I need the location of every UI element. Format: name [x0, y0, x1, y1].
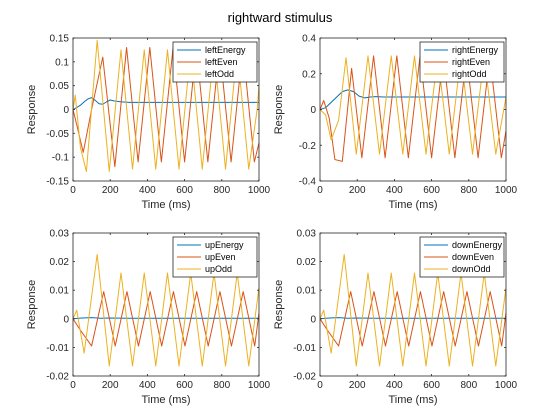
- x-tick-label: 1000: [495, 380, 518, 391]
- series-line-rightOdd: [320, 55, 506, 155]
- x-axis-label: Time (ms): [141, 394, 190, 406]
- legend-label-leftEven: leftEven: [205, 57, 238, 67]
- series-line-downEven: [320, 291, 506, 347]
- y-axis-label: Response: [273, 280, 285, 330]
- y-tick-label: 0.01: [50, 286, 70, 297]
- x-tick-label: 800: [213, 185, 230, 196]
- y-tick-label: 0.02: [297, 257, 317, 268]
- y-tick-label: 0.02: [50, 257, 70, 268]
- legend: rightEnergy rightEven rightOdd: [419, 41, 505, 83]
- x-tick-label: 400: [139, 380, 156, 391]
- x-axis-label: Time (ms): [141, 199, 190, 211]
- x-tick-label: 200: [102, 380, 119, 391]
- subplot-up: 0 200 400 600 800 1000 -0.02 -0.01 0 0.01 0.02 0.03…: [26, 229, 271, 407]
- series-line-rightEven: [320, 55, 506, 162]
- axes-box: [72, 232, 260, 377]
- legend-label-downEven: downEven: [452, 252, 494, 262]
- axes-box: [319, 232, 507, 377]
- x-tick-label: 0: [317, 380, 323, 391]
- x-tick-label: 200: [349, 380, 366, 391]
- series-line-upEven: [73, 291, 259, 347]
- series-line-upEnergy: [73, 317, 259, 320]
- x-tick-label: 400: [386, 185, 403, 196]
- x-tick-label: 200: [349, 185, 366, 196]
- y-tick-label: 0.4: [302, 34, 316, 45]
- legend-label-rightEnergy: rightEnergy: [452, 45, 499, 55]
- legend-label-upOdd: upOdd: [205, 264, 232, 274]
- x-tick-label: 800: [460, 380, 477, 391]
- subplot-down: 0 200 400 600 800 1000 -0.02 -0.01 0 0.01 0.02 0.03…: [273, 229, 518, 407]
- x-tick-label: 600: [176, 380, 193, 391]
- series-line-leftEnergy: [73, 97, 259, 110]
- series-line-upOdd: [73, 253, 259, 367]
- x-tick-label: 1000: [248, 185, 271, 196]
- legend-label-rightEven: rightEven: [452, 57, 490, 67]
- y-tick-label: 0.1: [55, 57, 69, 68]
- x-tick-label: 400: [139, 185, 156, 196]
- y-tick-label: 0: [310, 105, 316, 116]
- x-tick-label: 1000: [248, 380, 271, 391]
- subplot-left: 0 200 400 600 800 1000 -0.15 -0.1 -0.05 0 0.05 0.1 0…: [26, 34, 271, 212]
- legend-label-upEven: upEven: [205, 252, 236, 262]
- y-tick-label: -0.1: [52, 153, 70, 164]
- y-tick-label: 0.03: [297, 229, 317, 240]
- x-tick-label: 800: [460, 185, 477, 196]
- y-tick-label: -0.2: [299, 141, 317, 152]
- y-tick-label: 0: [310, 314, 316, 325]
- x-tick-label: 0: [70, 185, 76, 196]
- y-tick-label: -0.02: [46, 372, 69, 383]
- legend-label-rightOdd: rightOdd: [452, 69, 487, 79]
- legend: downEnergy downEven downOdd: [419, 236, 505, 278]
- series-line-downOdd: [320, 253, 506, 367]
- y-tick-label: -0.15: [46, 177, 69, 188]
- subplot-right: 0 200 400 600 800 1000 -0.4 -0.2 0 0.2 0.4 Time (ms…: [273, 34, 518, 212]
- x-tick-label: 0: [70, 380, 76, 391]
- figure-title: rightward stimulus: [227, 10, 333, 25]
- x-tick-label: 600: [423, 185, 440, 196]
- y-tick-label: 0.05: [50, 81, 70, 92]
- legend-label-leftEnergy: leftEnergy: [205, 45, 246, 55]
- y-tick-label: -0.4: [299, 177, 317, 188]
- y-tick-label: -0.01: [46, 343, 69, 354]
- x-tick-label: 0: [317, 185, 323, 196]
- x-axis-label: Time (ms): [388, 199, 437, 211]
- x-tick-label: 800: [213, 380, 230, 391]
- x-tick-label: 600: [176, 185, 193, 196]
- legend-label-upEnergy: upEnergy: [205, 240, 244, 250]
- y-tick-label: 0.15: [50, 34, 70, 45]
- y-axis-label: Response: [26, 280, 38, 330]
- y-tick-label: -0.02: [293, 372, 316, 383]
- y-tick-label: 0.01: [297, 286, 317, 297]
- x-tick-label: 600: [423, 380, 440, 391]
- y-axis-label: Response: [26, 85, 38, 135]
- y-tick-label: 0.03: [50, 229, 70, 240]
- series-line-rightEnergy: [320, 89, 506, 110]
- y-tick-label: 0: [63, 105, 69, 116]
- legend-label-leftOdd: leftOdd: [205, 69, 234, 79]
- y-tick-label: -0.05: [46, 129, 69, 140]
- legend-label-downOdd: downOdd: [452, 264, 491, 274]
- x-axis-label: Time (ms): [388, 394, 437, 406]
- x-tick-label: 400: [386, 380, 403, 391]
- legend: upEnergy upEven upOdd: [172, 236, 258, 278]
- legend: leftEnergy leftEven leftOdd: [172, 41, 258, 83]
- series-line-downEnergy: [320, 317, 506, 320]
- legend-label-downEnergy: downEnergy: [452, 240, 503, 250]
- y-tick-label: 0.2: [302, 69, 316, 80]
- y-tick-label: 0: [63, 314, 69, 325]
- y-tick-label: -0.01: [293, 343, 316, 354]
- x-tick-label: 1000: [495, 185, 518, 196]
- y-axis-label: Response: [273, 85, 285, 135]
- x-tick-label: 200: [102, 185, 119, 196]
